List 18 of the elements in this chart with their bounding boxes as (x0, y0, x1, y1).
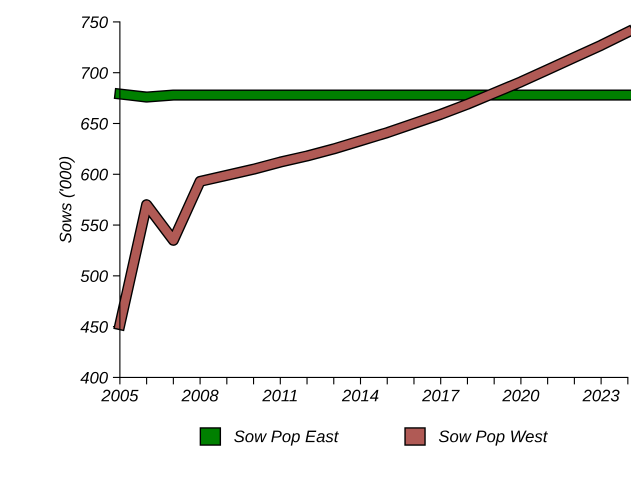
x-tick-label: 2017 (422, 390, 460, 402)
x-tick-label: 2020 (502, 390, 540, 402)
y-tick-label: 550 (80, 219, 108, 232)
legend-label: Sow Pop East (234, 430, 339, 446)
y-tick-label: 500 (80, 270, 108, 282)
x-tick-label: 2008 (181, 390, 219, 402)
y-tick-label: 650 (81, 118, 108, 130)
x-tick-label: 2014 (342, 390, 378, 402)
y-tick-label: 600 (81, 168, 108, 180)
y-axis-title: Sows ('000) (59, 156, 75, 243)
y-tick-label: 450 (80, 321, 108, 333)
x-tick-label: 2011 (262, 390, 297, 402)
x-tick-label: 2023 (582, 390, 620, 402)
y-tick-label: 750 (82, 16, 108, 28)
x-tick-label: 2005 (101, 390, 138, 402)
y-tick-label: 400 (80, 372, 108, 384)
y-tick-label: 700 (82, 67, 108, 79)
legend-label: Sow Pop West (438, 430, 548, 446)
